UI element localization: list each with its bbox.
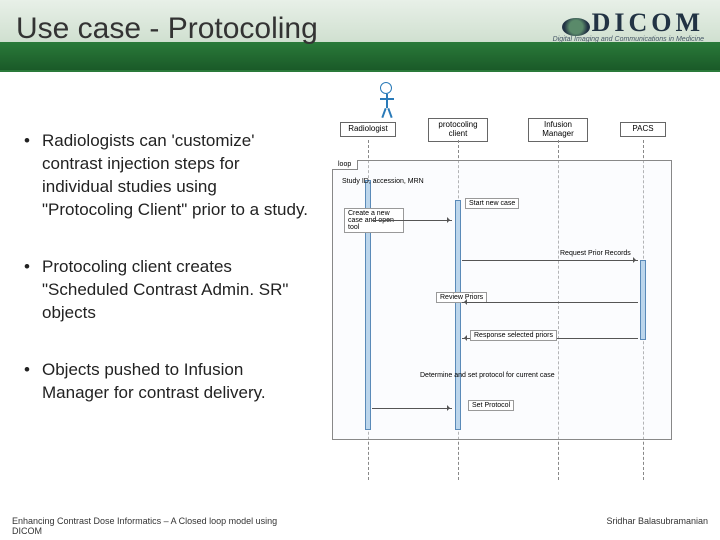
actor-box: PACS (620, 122, 666, 137)
sequence-diagram: Radiologist protocoling client Infusion … (320, 90, 720, 510)
arrow-icon (372, 220, 452, 221)
footer: Enhancing Contrast Dose Informatics – A … (12, 516, 708, 536)
person-icon (380, 82, 392, 94)
message-label: Study ID, accession, MRN (342, 178, 424, 185)
message-box: Start new case (465, 198, 519, 209)
actor-box: protocoling client (428, 118, 488, 142)
activation-bar (640, 260, 646, 340)
page-title: Use case - Protocoling (16, 12, 318, 46)
logo-text: DICOM (592, 8, 704, 37)
arrow-icon (462, 260, 638, 261)
bullet-list: •Radiologists can 'customize' contrast i… (0, 90, 320, 510)
content: •Radiologists can 'customize' contrast i… (0, 90, 720, 510)
loop-tag: loop (332, 160, 358, 170)
bullet-item: •Protocoling client creates "Scheduled C… (24, 256, 320, 325)
message-box: Response selected priors (470, 330, 557, 341)
actor-box: Radiologist (340, 122, 396, 137)
globe-icon (562, 18, 590, 36)
message-box: Set Protocol (468, 400, 514, 411)
dicom-logo: DICOM Digital Imaging and Communications… (553, 10, 704, 43)
footer-right: Sridhar Balasubramanian (606, 516, 708, 536)
bullet-item: •Radiologists can 'customize' contrast i… (24, 130, 320, 222)
logo-subtitle: Digital Imaging and Communications in Me… (553, 36, 704, 43)
message-label: Determine and set protocol for current c… (420, 372, 555, 379)
actor-box: Infusion Manager (528, 118, 588, 142)
arrow-icon (372, 408, 452, 409)
arrow-icon (462, 302, 638, 303)
activation-bar (455, 200, 461, 430)
footer-left: Enhancing Contrast Dose Informatics – A … (12, 516, 292, 536)
message-label: Request Prior Records (560, 250, 631, 257)
bullet-item: •Objects pushed to Infusion Manager for … (24, 359, 320, 405)
